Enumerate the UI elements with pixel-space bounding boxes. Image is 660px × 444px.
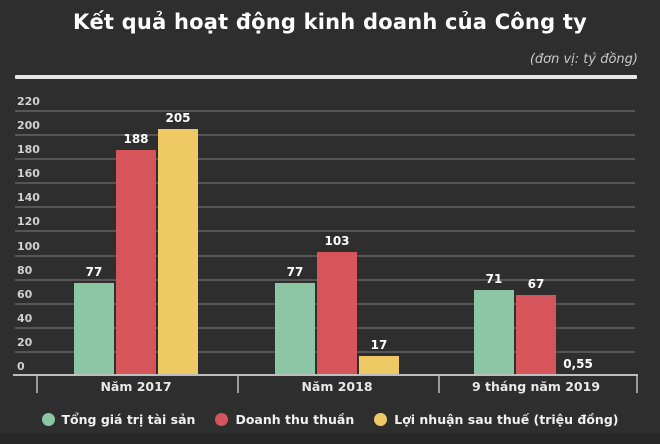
legend-label: Doanh thu thuần [235, 412, 355, 427]
legend-item-1: Tổng giá trị tài sản [41, 412, 196, 427]
bar-1-3 [158, 129, 198, 376]
x-axis-tick [237, 376, 239, 393]
y-axis-tick-label: 0 [17, 360, 25, 373]
chart-unit-note: (đơn vị: tỷ đồng) [529, 52, 638, 67]
legend-swatch-icon [215, 413, 229, 426]
bar-2-1 [275, 283, 315, 376]
gridline-200 [15, 134, 635, 137]
x-axis-tick [36, 376, 38, 393]
bar-value-label: 205 [165, 111, 191, 126]
bar-value-label: 103 [324, 233, 350, 248]
category-label-2: Năm 2018 [301, 379, 373, 394]
bar-3-2 [516, 295, 556, 376]
gridline-180 [15, 158, 635, 161]
y-axis-tick-label: 200 [17, 119, 40, 133]
legend-swatch-icon [41, 413, 55, 426]
bar-3-1 [474, 290, 514, 376]
bar-value-label: 77 [286, 265, 304, 280]
bar-value-label: 17 [370, 337, 388, 352]
category-label-1: Năm 2017 [100, 379, 172, 394]
gridline-120 [15, 230, 635, 233]
legend-item-2: Doanh thu thuần [215, 412, 354, 427]
y-axis-tick-label: 60 [17, 287, 33, 301]
chart-legend: Tổng giá trị tài sản Doanh thu thuần Lợi n… [0, 412, 660, 427]
bar-2-3 [359, 355, 399, 376]
category-label-3: 9 tháng năm 2019 [471, 379, 601, 394]
chart-title: Kết quả hoạt động kinh doanh của Công ty [73, 10, 587, 34]
y-axis-tick-label: 180 [17, 143, 40, 157]
y-axis-tick-label: 20 [17, 335, 33, 349]
bar-value-label: 188 [123, 131, 149, 146]
y-axis-tick-label: 80 [17, 263, 33, 277]
bar-chart-plot-area: 0 20 40 60 80 100 120 140 160 180 200 220 77 188 205 7… [13, 95, 638, 394]
bar-value-label: 77 [85, 265, 103, 280]
bar-value-label: 67 [527, 277, 545, 292]
legend-swatch-icon [374, 413, 388, 426]
y-axis-tick-label: 220 [17, 95, 40, 108]
x-axis-tick [438, 376, 440, 393]
bar-value-label: 0,55 [563, 356, 593, 371]
gridline-140 [15, 206, 635, 209]
bar-1-2 [116, 149, 156, 376]
x-axis-line [13, 374, 638, 376]
bar-1-1 [74, 283, 114, 376]
legend-label: Tổng giá trị tài sản [61, 412, 196, 427]
header-divider [15, 75, 637, 79]
y-axis-tick-label: 120 [17, 215, 40, 229]
bottom-edge [0, 433, 660, 444]
y-axis-tick-label: 140 [17, 191, 40, 205]
gridline-160 [15, 182, 635, 185]
x-axis-tick [636, 376, 638, 393]
y-axis-tick-label: 40 [17, 311, 33, 325]
gridline-220 [15, 110, 635, 112]
bar-value-label: 71 [485, 272, 503, 287]
y-axis-tick-label: 160 [17, 167, 40, 181]
legend-item-3: Lợi nhuận sau thuế (triệu đồng) [374, 412, 618, 427]
bar-2-2 [317, 251, 357, 376]
legend-label: Lợi nhuận sau thuế (triệu đồng) [394, 412, 619, 427]
y-axis-tick-label: 100 [17, 239, 40, 253]
